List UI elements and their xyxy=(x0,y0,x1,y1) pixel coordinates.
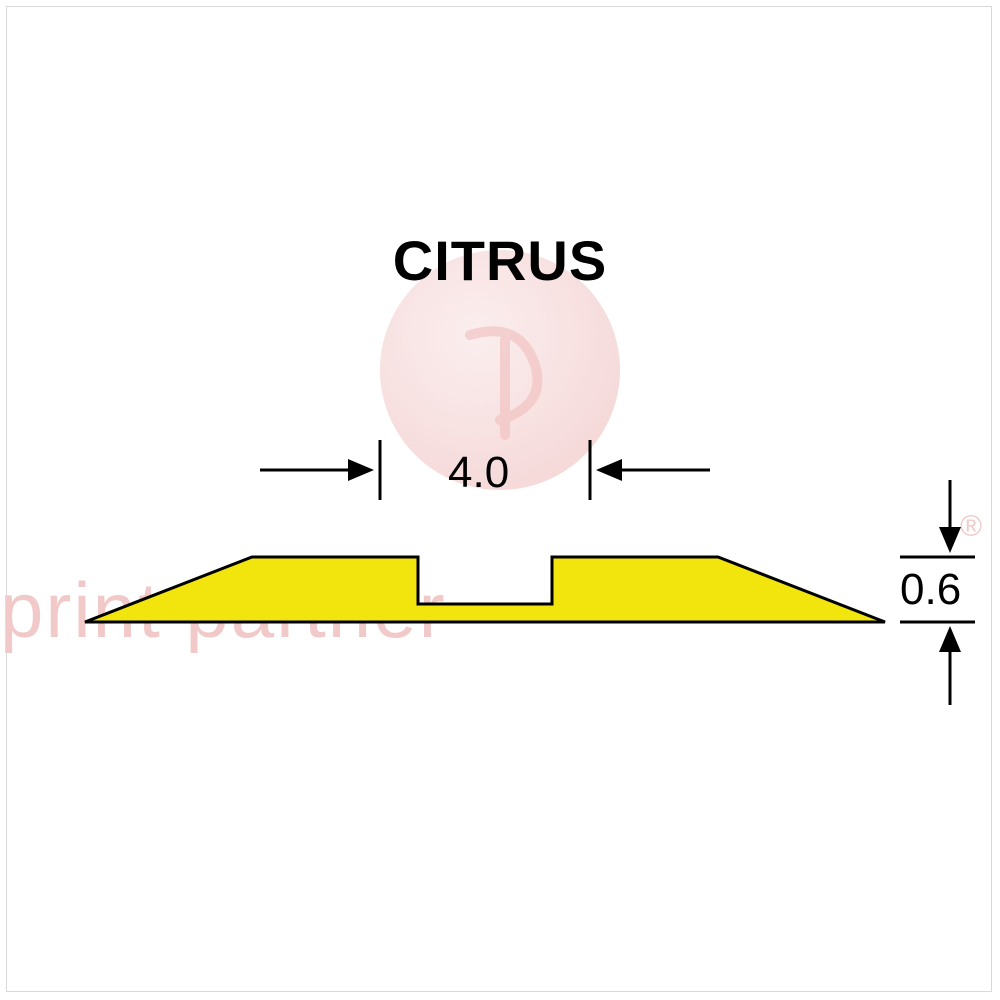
height-dimension-label: 0.6 xyxy=(900,565,961,615)
profile-drawing xyxy=(0,0,1000,1000)
width-dimension-label: 4.0 xyxy=(448,448,509,498)
diagram-canvas: print partner ® CITRUS 4.0 0.6 xyxy=(0,0,1000,1000)
